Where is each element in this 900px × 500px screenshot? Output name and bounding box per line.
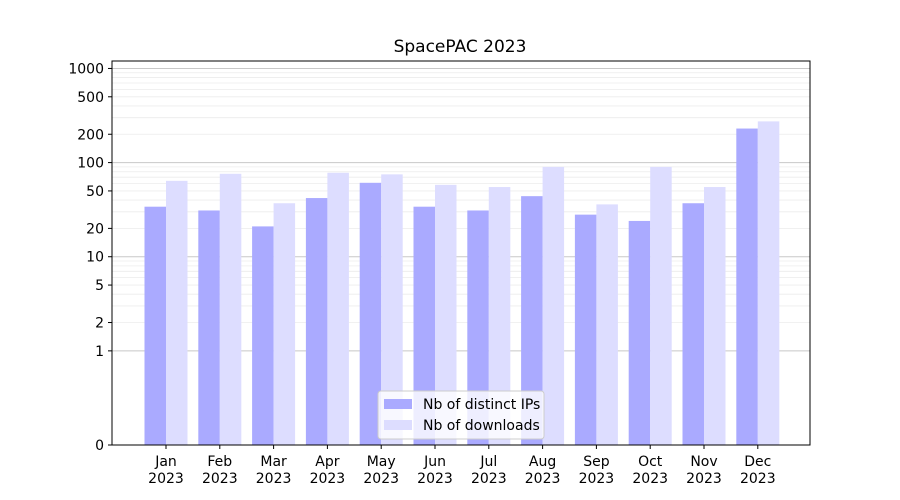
y-tick-label: 100 xyxy=(77,156,104,172)
bar-downloads xyxy=(704,187,726,445)
chart-title: SpacePAC 2023 xyxy=(394,37,527,57)
y-tick-label: 0 xyxy=(95,438,104,454)
bar-downloads xyxy=(596,204,618,445)
bar-downloads xyxy=(273,203,296,445)
x-tick-label: Nov 2023 xyxy=(686,454,722,487)
bar-downloads xyxy=(166,180,188,445)
legend-swatch xyxy=(384,420,412,430)
y-tick-label: 1 xyxy=(95,344,104,360)
legend-box xyxy=(377,390,545,440)
bar-downloads xyxy=(650,166,672,446)
y-tick-label: 50 xyxy=(86,184,104,200)
bar-distinct-ips xyxy=(144,206,166,445)
y-tick-label: 5 xyxy=(95,278,104,294)
y-tick-label: 2 xyxy=(95,316,104,332)
y-tick-label: 10 xyxy=(86,250,104,266)
bar-distinct-ips xyxy=(628,220,651,445)
x-tick-label: Mar 2023 xyxy=(256,454,292,487)
y-tick-label: 500 xyxy=(77,90,104,106)
x-tick-label: Oct 2023 xyxy=(632,454,668,487)
x-tick-label: Sep 2023 xyxy=(579,454,615,487)
bar-distinct-ips xyxy=(574,214,597,445)
plot-frame xyxy=(111,60,811,446)
x-tick-label: Aug 2023 xyxy=(525,454,561,487)
legend-label: Nb of distinct IPs xyxy=(423,397,540,413)
x-tick-label: Jul 2023 xyxy=(471,454,507,487)
bar-downloads xyxy=(488,187,511,445)
bar-downloads xyxy=(435,184,457,445)
y-tick-label: 20 xyxy=(86,221,104,237)
bars xyxy=(144,121,780,446)
bar-distinct-ips xyxy=(305,198,328,445)
bar-downloads xyxy=(381,174,403,445)
x-tick-label: Jan 2023 xyxy=(148,454,184,487)
x-tick-label: Dec 2023 xyxy=(740,454,776,487)
bar-downloads xyxy=(327,172,349,445)
legend: Nb of distinct IPs Nb of downloads xyxy=(377,390,545,440)
x-tick-label: Apr 2023 xyxy=(310,454,346,487)
y-tick-label: 1000 xyxy=(68,61,104,77)
bar-downloads xyxy=(219,173,242,445)
legend-label: Nb of downloads xyxy=(423,418,540,434)
bar-downloads xyxy=(542,166,565,446)
bar-distinct-ips xyxy=(467,210,489,445)
bar-distinct-ips xyxy=(682,203,704,445)
bar-distinct-ips xyxy=(736,128,758,445)
bar-distinct-ips xyxy=(252,226,274,445)
bar-downloads xyxy=(757,121,780,445)
axes: 0 1 2 5 10 20 50 100 200 500 1000 Jan 2023 Feb 2023 Mar… xyxy=(68,60,811,487)
bar-distinct-ips xyxy=(359,182,382,445)
legend-swatch xyxy=(384,399,412,409)
x-tick-label: May 2023 xyxy=(363,454,399,487)
x-tick-label: Feb 2023 xyxy=(202,454,238,487)
x-tick-label: Jun 2023 xyxy=(417,454,453,487)
bar-distinct-ips xyxy=(521,196,543,445)
y-tick-label: 200 xyxy=(77,127,104,143)
bar-distinct-ips xyxy=(198,210,220,445)
bar-distinct-ips xyxy=(413,206,435,445)
